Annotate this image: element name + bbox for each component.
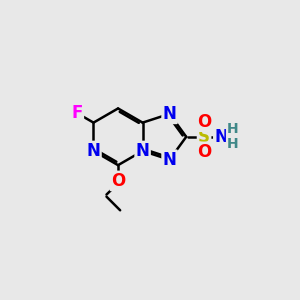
Text: N: N	[214, 128, 228, 146]
Text: S: S	[198, 128, 210, 146]
Text: N: N	[136, 142, 149, 160]
Text: N: N	[87, 142, 100, 160]
Text: N: N	[163, 105, 176, 123]
Text: H: H	[227, 122, 239, 136]
Text: O: O	[197, 143, 211, 161]
Text: O: O	[197, 113, 211, 131]
Text: O: O	[111, 172, 125, 190]
Text: F: F	[71, 104, 83, 122]
Text: N: N	[163, 151, 176, 169]
Text: H: H	[227, 137, 239, 151]
